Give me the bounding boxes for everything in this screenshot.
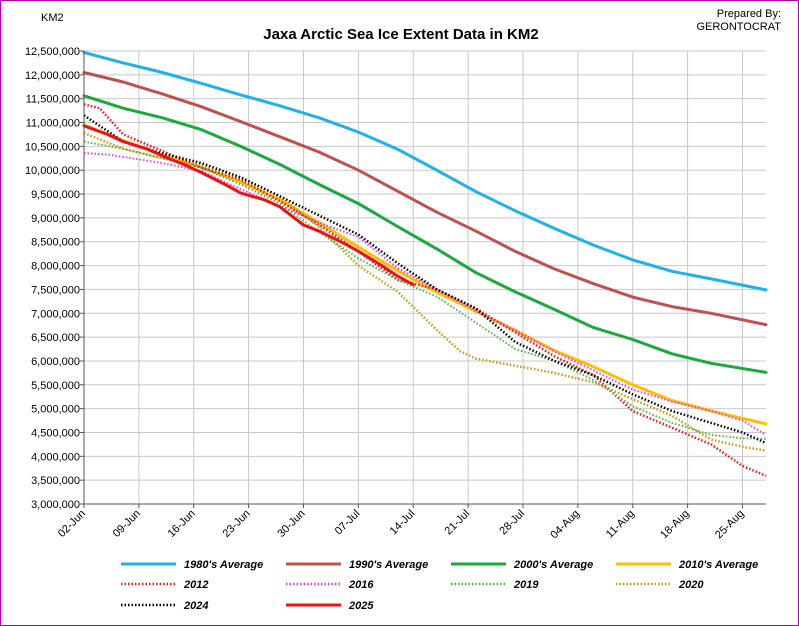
- legend-label: 2020: [678, 579, 704, 591]
- y-tick-label: 11,000,000: [26, 118, 80, 130]
- y-tick-label: 9,500,000: [31, 189, 80, 201]
- legend-label: 1990's Average: [349, 559, 428, 571]
- legend-label: 2024: [183, 600, 208, 612]
- legend: 1980's Average 1990's Average 2000's Avera…: [121, 559, 758, 612]
- legend-label: 2016: [348, 579, 374, 591]
- y-tick-label: 4,000,000: [31, 451, 80, 463]
- y-tick-label: 10,500,000: [25, 141, 80, 153]
- y-tick-label: 11,500,000: [26, 94, 80, 106]
- x-tick-label: 25-Aug: [713, 508, 747, 542]
- x-tick-label: 18-Aug: [658, 508, 692, 542]
- y-tick-label: 5,500,000: [31, 380, 80, 392]
- y-tick-label: 10,000,000: [25, 165, 80, 177]
- x-tick-label: 16-Jun: [166, 508, 198, 540]
- series-line-2025: [82, 124, 415, 287]
- y-axis-unit-label: KM2: [41, 12, 64, 24]
- legend-label: 2012: [183, 579, 208, 591]
- y-tick-label: 3,000,000: [31, 499, 80, 511]
- credit-line-1: Prepared By:: [717, 8, 781, 20]
- legend-label: 1980's Average: [184, 559, 263, 571]
- series-line-2024: [83, 114, 767, 445]
- x-tick-label: 07-Jul: [333, 508, 363, 538]
- legend-label: 2010's Average: [678, 559, 758, 571]
- series-line-2019: [83, 140, 767, 440]
- series-line-2016: [83, 152, 767, 436]
- x-tick-label: 28-Jul: [497, 508, 527, 538]
- chart-title: Jaxa Arctic Sea Ice Extent Data in KM2: [263, 26, 538, 43]
- credit-line-2: GERONTOCRAT: [696, 21, 781, 33]
- series-line-2000-s-average: [82, 94, 768, 374]
- x-tick-label: 11-Aug: [604, 508, 637, 541]
- legend-label: 2025: [348, 600, 374, 612]
- series-line-1980-s-average: [82, 50, 768, 292]
- x-tick-label: 04-Aug: [548, 508, 582, 542]
- y-tick-label: 7,500,000: [31, 284, 80, 296]
- series-line-1990-s-average: [82, 71, 768, 327]
- x-tick-label: 14-Jul: [388, 508, 418, 538]
- y-tick-label: 12,500,000: [25, 46, 80, 58]
- x-tick-label: 09-Jun: [111, 508, 143, 540]
- y-tick-label: 9,000,000: [31, 213, 80, 225]
- y-tick-label: 12,000,000: [25, 70, 80, 82]
- x-tick-label: 02-Jun: [56, 508, 88, 540]
- grid-layer: [83, 50, 766, 505]
- y-tick-label: 5,000,000: [31, 404, 80, 416]
- y-tick-label: 8,500,000: [31, 237, 80, 249]
- y-tick-label: 6,500,000: [31, 332, 80, 344]
- legend-label: 2019: [513, 579, 539, 591]
- x-tick-label: 21-Jul: [443, 508, 473, 538]
- plot-area: [84, 51, 766, 504]
- y-tick-label: 4,500,000: [31, 427, 80, 439]
- x-tick-label: 23-Jun: [220, 508, 252, 540]
- x-tick-label: 30-Jun: [275, 508, 307, 540]
- y-tick-label: 3,500,000: [31, 475, 80, 487]
- y-tick-label: 8,000,000: [31, 261, 80, 273]
- legend-label: 2000's Average: [513, 559, 593, 571]
- series-layer: [82, 50, 768, 478]
- y-tick-label: 6,000,000: [31, 356, 80, 368]
- y-tick-label: 7,000,000: [31, 308, 80, 320]
